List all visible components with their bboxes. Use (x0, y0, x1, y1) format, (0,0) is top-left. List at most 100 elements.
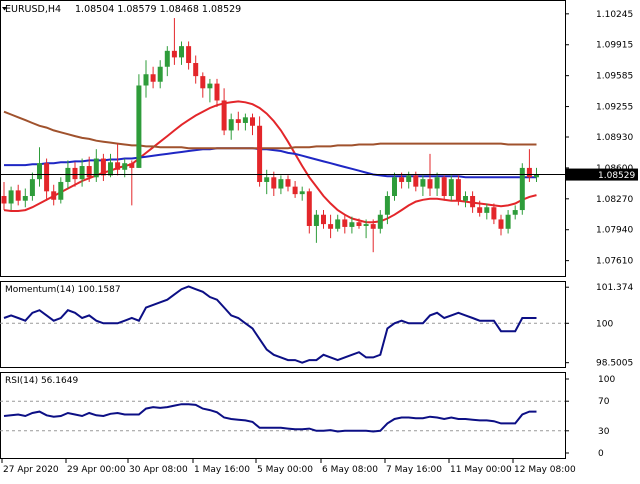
candle-body (448, 179, 454, 197)
candle-body (235, 119, 241, 123)
candle-body (434, 177, 440, 189)
current-price-label: 1.08529 (598, 171, 635, 181)
rsi-layer: 100 70 30 0 (0, 375, 615, 459)
candle-body (406, 175, 412, 182)
rsi-line (3, 403, 537, 433)
candle-body (420, 179, 426, 187)
candle-body (491, 207, 497, 220)
candle-body (136, 85, 142, 168)
candle-body (8, 190, 14, 204)
candle-body (122, 163, 128, 170)
candle-body (164, 50, 170, 67)
moving-average-line-2 (4, 147, 537, 179)
rsi-tick-label: 0 (598, 449, 604, 459)
candle-body (171, 50, 177, 58)
candle-body (328, 224, 334, 229)
candle-body (349, 222, 355, 227)
moving-average-layer (3, 100, 537, 224)
time-tick-label: 27 Apr 2020 (3, 465, 59, 475)
candle-body (455, 179, 461, 201)
momentum-tick-label: 98.5005 (596, 359, 633, 369)
candle-body (264, 177, 270, 182)
candle-body (498, 219, 504, 229)
candle-body (15, 190, 21, 201)
price-tick-label: 1.07940 (596, 226, 633, 236)
candle-body (477, 207, 483, 213)
rsi-tick-label: 100 (598, 375, 615, 385)
candle-body (157, 66, 163, 82)
candle-body (470, 196, 476, 208)
candle-body (228, 119, 234, 131)
price-tick-label: 1.07610 (596, 257, 633, 267)
candle-body (392, 177, 397, 197)
candle-body (250, 117, 255, 126)
momentum-tick-label: 101.374 (596, 283, 633, 293)
candle-body (207, 83, 213, 89)
candle-body (1, 196, 7, 204)
candle-body (463, 196, 468, 201)
candle-body (214, 83, 220, 101)
price-axis: 1.102451.099151.095851.092551.089301.086… (565, 10, 633, 267)
candle-body (399, 177, 405, 182)
rsi-tick-label: 70 (598, 397, 610, 407)
time-tick-label: 6 May 08:00 (322, 465, 378, 475)
candle-body (51, 191, 57, 200)
time-tick-label: 12 May 08:00 (514, 465, 576, 475)
candle-body (143, 74, 149, 86)
time-tick-label: 7 May 16:00 (386, 465, 442, 475)
time-tick-label: 30 Apr 08:00 (129, 465, 188, 475)
candle-body (413, 175, 419, 187)
time-tick-label: 29 Apr 00:00 (67, 465, 126, 475)
candle-body (44, 163, 50, 192)
candle-body (526, 167, 532, 178)
collapse-triangle-icon[interactable] (2, 7, 7, 11)
time-tick-label: 11 May 00:00 (450, 465, 512, 475)
candle-body (313, 214, 319, 226)
candle-body (512, 210, 518, 215)
symbol-label: EURUSD,H4 (5, 4, 61, 15)
candle-body (356, 222, 362, 226)
momentum-tick-label: 100 (596, 319, 613, 329)
candle-body (342, 219, 348, 227)
candle-body (271, 177, 277, 189)
candle-body (370, 224, 376, 229)
price-pane-frame (0, 0, 566, 277)
candle-body (186, 46, 192, 64)
candle-body (200, 76, 206, 89)
candle-body (441, 177, 447, 197)
candle-body (115, 162, 121, 170)
momentum-line (3, 285, 537, 364)
candle-body (299, 191, 305, 195)
candle-body (377, 214, 383, 229)
candle-body (72, 167, 78, 180)
price-tick-label: 1.08270 (596, 195, 633, 205)
candle-body (58, 181, 64, 200)
candle-body (86, 166, 92, 178)
candle-body (93, 158, 99, 178)
candle-body (37, 163, 42, 180)
candle-body (335, 219, 341, 229)
candle-body (505, 214, 511, 229)
momentum-layer: 101.374 100 98.5005 (0, 283, 633, 369)
candle-body (22, 196, 28, 201)
momentum-title: Momentum(14) 100.1587 (5, 285, 121, 295)
candle-body (179, 46, 184, 58)
time-tick-label: 1 May 16:00 (194, 465, 250, 475)
rsi-tick-label: 30 (598, 427, 610, 437)
price-tick-label: 1.09915 (596, 41, 633, 51)
current-price-box (566, 168, 638, 181)
candle-body (79, 166, 85, 180)
candlestick-layer (1, 18, 539, 253)
candle-body (285, 179, 291, 187)
candle-body (193, 63, 199, 77)
rsi-title: RSI(14) 56.1649 (5, 376, 78, 386)
candle-body (534, 174, 539, 178)
candle-body (519, 167, 525, 211)
time-axis: 27 Apr 2020 29 Apr 00:00 30 Apr 08:00 1 May… (1, 459, 576, 475)
candle-body (29, 179, 35, 197)
rsi-pane-frame (0, 372, 566, 459)
candle-body (100, 158, 106, 176)
moving-average-line-1 (3, 100, 537, 224)
candle-body (221, 100, 227, 131)
